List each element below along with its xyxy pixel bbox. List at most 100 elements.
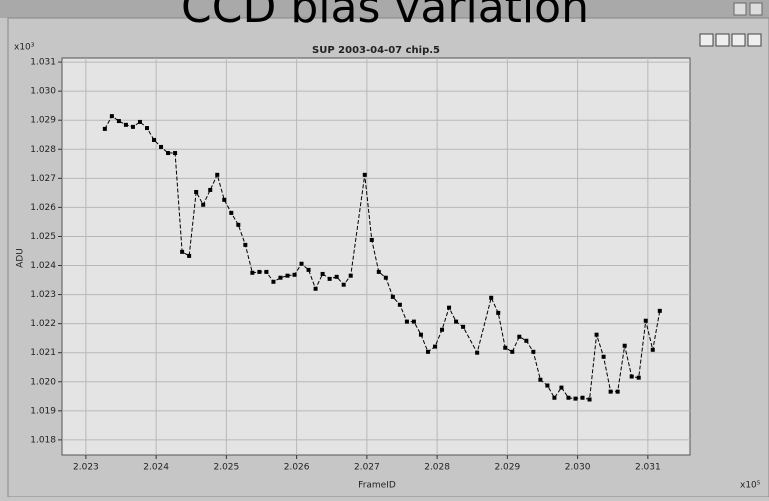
data-point bbox=[271, 279, 276, 284]
y-multiplier: x10³ bbox=[14, 43, 35, 53]
data-point bbox=[130, 124, 135, 129]
data-point bbox=[390, 294, 395, 299]
data-point bbox=[362, 172, 367, 177]
data-point bbox=[418, 332, 423, 337]
x-tick-label: 2.028 bbox=[424, 463, 450, 473]
toolbar-button[interactable] bbox=[715, 33, 730, 47]
data-point bbox=[109, 114, 114, 119]
y-tick-label: 1.025 bbox=[30, 232, 56, 242]
data-point bbox=[538, 377, 543, 382]
y-tick-label: 1.030 bbox=[30, 87, 56, 97]
data-point bbox=[636, 375, 641, 380]
data-point bbox=[229, 210, 234, 215]
data-point bbox=[629, 374, 634, 379]
data-point bbox=[650, 347, 655, 352]
x-tick-label: 2.026 bbox=[284, 463, 310, 473]
data-point bbox=[580, 395, 585, 400]
x-tick-label: 2.024 bbox=[143, 463, 169, 473]
data-point bbox=[587, 397, 592, 402]
y-tick-label: 1.031 bbox=[30, 58, 56, 68]
x-tick-label: 2.027 bbox=[354, 463, 380, 473]
y-tick-label: 1.020 bbox=[30, 377, 56, 387]
data-point bbox=[601, 354, 606, 359]
y-tick-label: 1.023 bbox=[30, 290, 56, 300]
y-tick-label: 1.021 bbox=[30, 348, 56, 358]
window-titlebar bbox=[0, 0, 769, 18]
data-point bbox=[461, 324, 466, 329]
data-point bbox=[327, 276, 332, 281]
data-point bbox=[559, 385, 564, 390]
data-point bbox=[376, 269, 381, 274]
data-point bbox=[643, 318, 648, 323]
data-point bbox=[341, 282, 346, 287]
data-point bbox=[320, 271, 325, 276]
y-tick-label: 1.019 bbox=[30, 406, 56, 416]
maximize-button[interactable] bbox=[749, 2, 763, 16]
y-tick-label: 1.018 bbox=[30, 435, 56, 445]
data-point bbox=[222, 197, 227, 202]
data-point bbox=[123, 122, 128, 127]
y-tick-label: 1.024 bbox=[30, 261, 56, 271]
y-tick-label: 1.029 bbox=[30, 116, 56, 126]
data-point bbox=[250, 270, 255, 275]
data-point bbox=[531, 349, 536, 354]
data-point bbox=[433, 344, 438, 349]
toolbar-button[interactable] bbox=[731, 33, 746, 47]
data-point bbox=[152, 137, 157, 142]
data-point bbox=[348, 273, 353, 278]
data-point bbox=[657, 308, 662, 313]
data-point bbox=[334, 274, 339, 279]
data-point bbox=[137, 119, 142, 124]
data-point bbox=[215, 172, 220, 177]
data-point bbox=[194, 189, 199, 194]
x-multiplier: x10⁵ bbox=[740, 481, 761, 491]
data-point bbox=[264, 269, 269, 274]
data-point bbox=[397, 302, 402, 307]
data-point bbox=[545, 383, 550, 388]
toolbar-button[interactable] bbox=[699, 33, 714, 47]
data-point bbox=[517, 334, 522, 339]
x-tick-label: 2.030 bbox=[565, 463, 591, 473]
data-point bbox=[425, 349, 430, 354]
data-point bbox=[524, 338, 529, 343]
data-point bbox=[116, 119, 121, 124]
data-point bbox=[285, 273, 290, 278]
data-point bbox=[159, 144, 164, 149]
data-point bbox=[278, 275, 283, 280]
plot-area bbox=[61, 57, 691, 456]
data-point bbox=[180, 249, 185, 254]
data-point bbox=[102, 126, 107, 131]
data-point bbox=[369, 237, 374, 242]
data-point bbox=[503, 345, 508, 350]
data-point bbox=[166, 151, 171, 156]
data-point bbox=[383, 275, 388, 280]
x-tick-label: 2.031 bbox=[635, 463, 661, 473]
data-point bbox=[292, 272, 297, 277]
x-tick-label: 2.023 bbox=[73, 463, 99, 473]
data-point bbox=[313, 286, 318, 291]
x-tick-label: 2.025 bbox=[213, 463, 239, 473]
y-tick-label: 1.026 bbox=[30, 203, 56, 213]
data-point bbox=[236, 222, 241, 227]
x-tick-label: 2.029 bbox=[494, 463, 520, 473]
data-point bbox=[622, 343, 627, 348]
data-point bbox=[496, 310, 501, 315]
data-point bbox=[144, 126, 149, 131]
close-plot-button[interactable] bbox=[747, 33, 762, 47]
data-point bbox=[257, 269, 262, 274]
data-point bbox=[243, 242, 248, 247]
data-point bbox=[187, 253, 192, 258]
data-point bbox=[404, 319, 409, 324]
data-point bbox=[208, 187, 213, 192]
data-point bbox=[608, 389, 613, 394]
minimize-button[interactable] bbox=[733, 2, 747, 16]
data-point bbox=[299, 261, 304, 266]
y-tick-label: 1.028 bbox=[30, 145, 56, 155]
data-point bbox=[306, 267, 311, 272]
data-point bbox=[573, 396, 578, 401]
data-point bbox=[510, 349, 515, 354]
data-point bbox=[201, 202, 206, 207]
data-point bbox=[475, 350, 480, 355]
chart-subtitle: SUP 2003-04-07 chip.5 bbox=[312, 45, 440, 56]
